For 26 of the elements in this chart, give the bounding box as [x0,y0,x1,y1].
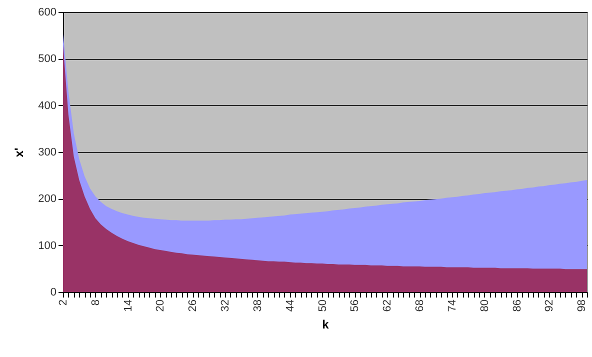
x-tick-label: 56 [349,300,362,312]
x-tick-label: 8 [90,300,102,306]
y-tick-label: 400 [38,100,56,112]
x-tick-label: 98 [576,300,588,312]
y-tick-label: 200 [38,193,56,206]
x-tick-label: 92 [544,300,556,312]
y-tick-label: 100 [38,240,56,252]
x-tick-label: 80 [478,300,491,312]
y-tick-label: 300 [38,146,56,158]
y-tick-label: 0 [50,286,56,298]
x-tick-label: 14 [122,300,134,312]
x-tick-label: 74 [446,300,458,312]
x-tick-label: 68 [414,300,426,312]
x-tick-label: 50 [316,300,329,312]
x-tick-label: 44 [284,300,296,312]
x-tick-label: 86 [511,300,524,312]
x-tick-label: 38 [252,300,264,312]
x-tick-label: 2 [58,300,70,306]
y-axis-title: x' [12,148,26,158]
x-tick-label: 20 [154,300,167,312]
x-axis-title: k [322,318,330,332]
y-tick-label: 500 [38,53,56,66]
x-tick-label: 62 [382,300,394,312]
x-tick-label: 26 [187,300,200,312]
x-tick-label: 32 [220,300,232,312]
y-tick-label: 600 [38,6,56,18]
